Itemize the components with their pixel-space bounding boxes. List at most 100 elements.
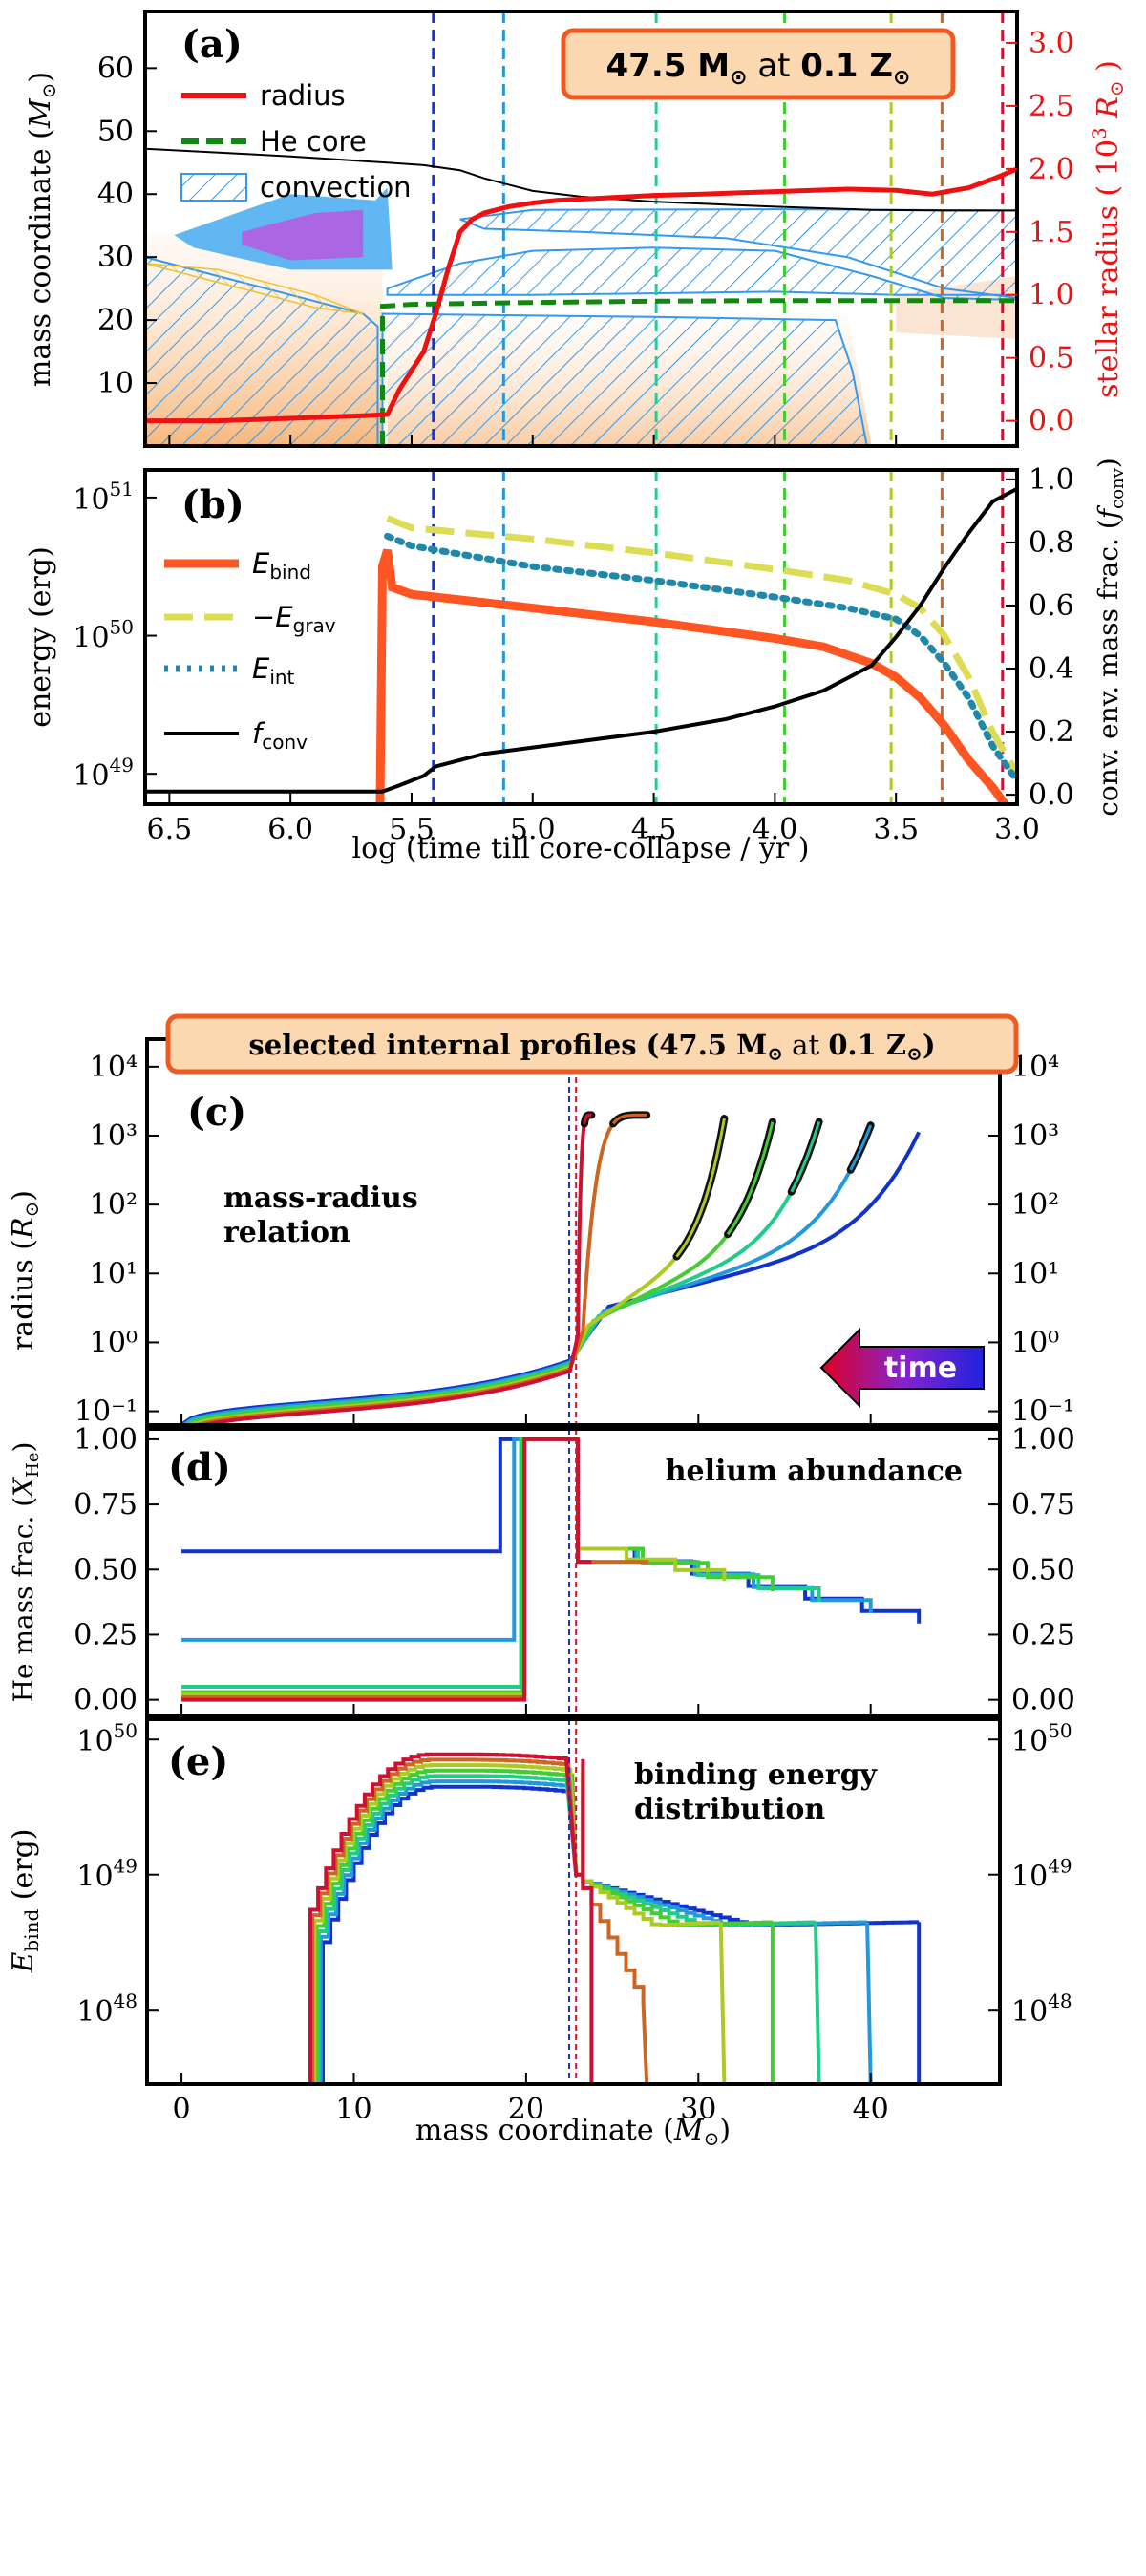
- panel-c: 10⁻¹ 10⁻¹ 10⁰ 10⁰ 10¹ 10¹ 10² 10² 10³ 10³ 10⁴ 10⁴ ra…: [7, 1013, 1074, 1429]
- panel-d-label: (d): [168, 1445, 231, 1490]
- panel-c-ytick-right-label: 10²: [1011, 1188, 1059, 1222]
- panel-b-frame: [143, 468, 1019, 806]
- panel-a-frame: [143, 10, 1019, 448]
- legend-label: He core: [260, 125, 367, 158]
- panel-d-ytick-right-label: 0.00: [1011, 1684, 1075, 1717]
- he-core-line: [380, 298, 1017, 446]
- panel-c-plot-area: [180, 1039, 921, 1425]
- panel-c-annotation-2: relation: [223, 1216, 350, 1249]
- panel-a-ytick-right-label: 3.0: [1029, 27, 1074, 60]
- profile-5-line: [187, 1118, 727, 1425]
- panel-c-ytick-right-label: 10³: [1011, 1119, 1059, 1153]
- panel-d-ytick-right-label: 0.50: [1011, 1553, 1075, 1586]
- panel-a-title-box: 47.5 M⊙ at 0.1 Z⊙: [561, 28, 956, 100]
- panel-c-ytick-label: 10²: [90, 1188, 138, 1222]
- panel-d-ytick-label: 0.00: [74, 1684, 138, 1717]
- he-profile-7-line: [181, 1437, 592, 1702]
- panel-c-label: (c): [187, 1090, 246, 1135]
- legend-label: fconv: [252, 717, 308, 754]
- ebind-profile-1-line: [321, 1784, 922, 2084]
- panel-a-ytick-right-label: 2.5: [1029, 90, 1074, 123]
- title-box-text: 47.5 M⊙ at 0.1 Z⊙: [606, 47, 911, 90]
- panel-b-ytick-right-label: 0.6: [1029, 589, 1074, 623]
- panel-e-xtick-label: 30: [680, 2093, 716, 2126]
- profile-1-line: [180, 1131, 921, 1425]
- panel-d-ytick-label: 0.25: [74, 1618, 138, 1651]
- panel-b-ytick-right-label: 0.8: [1029, 526, 1074, 560]
- panel-e-xtick-label: 20: [508, 2093, 544, 2126]
- panel-a-ytick-label: 10: [97, 367, 134, 400]
- profile-2-conv-core: [849, 1124, 873, 1171]
- overshoot-blob: [242, 209, 364, 261]
- profile-4-conv-env: [724, 1118, 776, 1239]
- legend-label: −Egrav: [252, 601, 336, 637]
- panel-c-ytick-label: 10¹: [90, 1257, 138, 1290]
- panel-a-ytick-label: 50: [97, 115, 134, 148]
- panel-e-xtick-label: 40: [853, 2093, 889, 2126]
- panel-b-ylabel: energy (erg): [24, 546, 57, 728]
- panel-b-ytick-right-label: 0.0: [1029, 778, 1074, 812]
- panel-b-ytick-label: 1050: [73, 616, 134, 655]
- total-mass-line: [145, 147, 1017, 212]
- panel-d-ytick-right-label: 1.00: [1011, 1423, 1075, 1457]
- panel-e-ytick-right-label: 1050: [1011, 1719, 1072, 1758]
- panel-b-plot-area: [145, 470, 1017, 804]
- panel-b: 1049 1050 1051 0.0 0.2 0.4 0.6 0.8 1.0 6.5 6.0 5.5 5…: [24, 458, 1128, 865]
- panel-e-ytick-label: 1050: [76, 1719, 138, 1758]
- panel-e-annotation-2: distribution: [634, 1793, 825, 1826]
- panel-b-xtick-label: 5.0: [510, 813, 556, 846]
- panel-d-ytick-label: 1.00: [74, 1423, 138, 1457]
- panel-a-ytick-right-label: 1.5: [1029, 216, 1074, 249]
- panel-a-ytick-label: 40: [97, 178, 134, 211]
- radius-line: [145, 166, 1017, 424]
- time-arrow-label: time: [884, 1352, 957, 1385]
- panel-a-ytick-label: 20: [97, 304, 134, 337]
- panel-e-xtick-label: 0: [173, 2093, 191, 2126]
- panel-a-plot-area: [145, 11, 1017, 446]
- panel-c-ytick-right-label: 10⁴: [1011, 1051, 1059, 1084]
- time-arrow-shape: [819, 1327, 985, 1409]
- panel-b-ytick-label: 1049: [73, 754, 134, 793]
- panel-c-ytick-right-label: 10¹: [1011, 1257, 1059, 1290]
- panel-d-annotation: helium abundance: [666, 1455, 963, 1488]
- panel-c-title-text: selected internal profiles (47.5 M⊙ at 0…: [248, 1029, 935, 1065]
- panel-c-ytick-label: 10³: [90, 1119, 138, 1153]
- panel-c-annotation-1: mass-radius: [223, 1182, 418, 1215]
- panel-c-ytick-right-label: 10⁻¹: [1011, 1395, 1074, 1429]
- panel-d-ytick-right-label: 0.75: [1011, 1488, 1075, 1522]
- legend-label: radius: [260, 79, 346, 112]
- ebind-profile-7-line: [308, 1752, 594, 2084]
- series-ebind-line: [375, 548, 1008, 804]
- panel-e-ytick-right-label: 1049: [1011, 1855, 1072, 1894]
- panel-c-ytick-right-label: 10⁰: [1011, 1326, 1059, 1359]
- panel-d-frame: [145, 1427, 1002, 1717]
- panel-c-title-frame: [165, 1013, 1019, 1075]
- panel-b-label: (b): [181, 482, 244, 527]
- he-profile-5-line: [181, 1437, 727, 1697]
- panel-b-xtick-label: 3.5: [873, 813, 919, 846]
- legend-label: convection: [260, 171, 412, 203]
- profile-3-conv-core: [790, 1121, 821, 1193]
- panel-a-ytick-right-label: 0.0: [1029, 405, 1074, 438]
- panel-b-xlabel: log (time till core-collapse / yr ): [352, 832, 810, 865]
- profile-5-conv-env: [672, 1115, 729, 1261]
- panel-b-ytick-right-label: 1.0: [1029, 463, 1074, 497]
- panel-b-xtick-label: 4.0: [753, 813, 798, 846]
- panel-b-ytick-label: 1051: [73, 478, 134, 517]
- panel-c-ytick-label: 10⁻¹: [74, 1395, 138, 1429]
- panel-a-ytick-label: 30: [97, 241, 134, 274]
- panel-d-plot-area: [181, 1429, 922, 1715]
- panel-b-xtick-label: 6.0: [267, 813, 313, 846]
- panel-d-ytick-label: 0.75: [74, 1488, 138, 1522]
- series-fconv-line: [145, 487, 1017, 794]
- panel-c-ytick-label: 10⁴: [90, 1051, 138, 1084]
- legend-label: Ebind: [252, 547, 311, 584]
- panel-e-xtick-label: 10: [335, 2093, 371, 2126]
- panel-c-title-box: selected internal profiles (47.5 M⊙ at 0…: [165, 1013, 1019, 1075]
- panel-e-ytick-label: 1048: [76, 1990, 138, 2029]
- panel-a-ytick-right-label: 1.0: [1029, 279, 1074, 312]
- panel-e-frame: [145, 1717, 1002, 2086]
- panel-d-ylabel: He mass frac. (XHe): [8, 1442, 43, 1703]
- profile-7-line: [196, 1113, 592, 1425]
